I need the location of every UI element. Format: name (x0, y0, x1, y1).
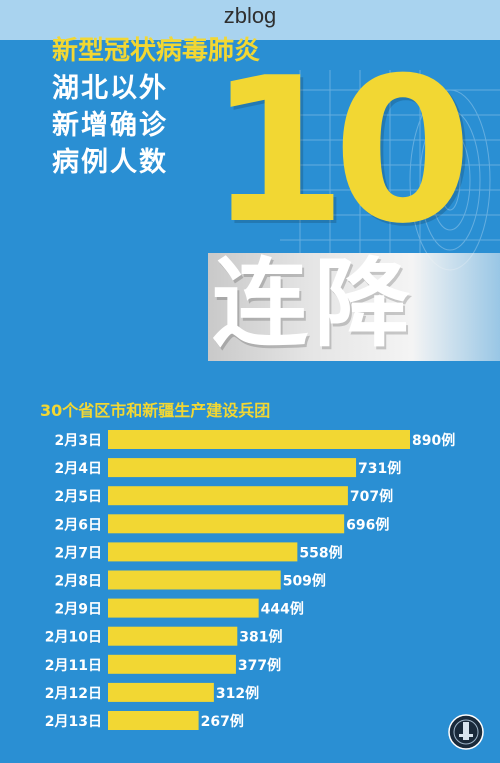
category-label: 2月8日 (55, 574, 102, 590)
data-label: 381例 (239, 629, 282, 646)
bar (108, 514, 345, 534)
bar (108, 711, 199, 730)
highlight-band (208, 253, 500, 361)
bar (108, 430, 410, 449)
bar (108, 542, 298, 562)
band-text: 连降 (212, 248, 416, 360)
data-label: 558例 (299, 544, 342, 561)
chart-title: 30个省区市和新疆生产建设兵团 (40, 401, 271, 420)
category-label: 2月13日 (45, 714, 102, 730)
bar-chart: 2月3日 890例 2月4日 731例 2月5日 707例 2月6日 696例 2月7日 558例… (45, 430, 455, 730)
category-label: 2月12日 (45, 686, 102, 702)
category-label: 2月9日 (55, 602, 102, 618)
headline-line4: 病例人数 (52, 147, 168, 178)
headline-line2: 湖北以外 (52, 73, 168, 104)
big-number: 10 (208, 35, 472, 268)
data-label: 312例 (216, 685, 259, 702)
data-label: 444例 (261, 601, 304, 618)
bar (108, 654, 236, 674)
xinhua-logo-icon (448, 714, 484, 750)
bar (108, 570, 281, 590)
category-label: 2月11日 (45, 658, 102, 674)
headline-line3: 新增确诊 (52, 110, 168, 141)
category-label: 2月3日 (55, 433, 102, 449)
data-label: 707例 (350, 488, 393, 505)
bar (108, 486, 348, 506)
top-bar (0, 0, 500, 40)
watermark: zblog (223, 3, 277, 28)
bar (108, 598, 259, 618)
category-label: 2月6日 (55, 517, 102, 533)
data-label: 731例 (358, 460, 401, 477)
bar (108, 458, 357, 478)
category-label: 2月5日 (55, 489, 102, 505)
headline-line1: 新型冠状病毒肺炎 (52, 36, 261, 66)
data-label: 696例 (346, 516, 389, 533)
data-label: 377例 (238, 657, 281, 674)
category-label: 2月7日 (55, 545, 102, 561)
data-label: 267例 (201, 713, 244, 730)
bar (108, 626, 238, 646)
category-label: 2月10日 (45, 630, 102, 646)
bar (108, 682, 214, 702)
data-label: 509例 (283, 573, 326, 590)
data-label: 890例 (412, 432, 455, 449)
category-label: 2月4日 (55, 461, 102, 477)
